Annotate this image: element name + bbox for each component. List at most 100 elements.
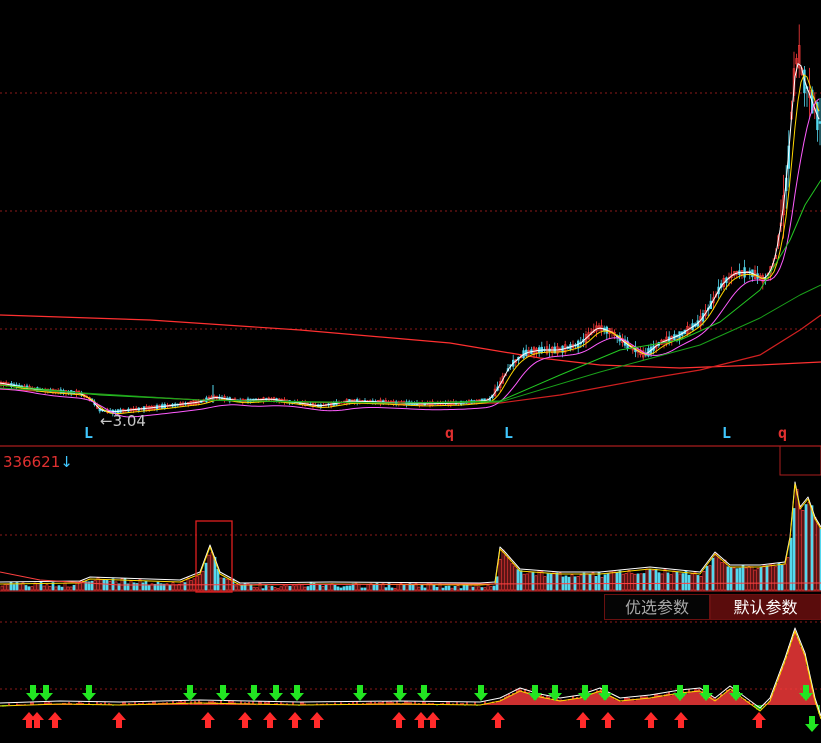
volume-bar — [87, 581, 91, 591]
volume-bar — [360, 587, 364, 591]
volume-bar — [318, 583, 322, 591]
default-params-button[interactable]: 默认参数 — [710, 594, 821, 620]
volume-bar — [0, 585, 4, 591]
volume-bar — [429, 582, 433, 591]
ma-yellow-line — [0, 74, 820, 414]
up-arrow-icon — [238, 712, 252, 728]
volume-bar — [396, 583, 400, 591]
volume-bar — [657, 572, 661, 591]
candle-body — [777, 235, 780, 246]
down-arrow-icon — [548, 685, 562, 701]
down-arrow-icon — [269, 685, 283, 701]
candle-body — [730, 273, 733, 278]
volume-bar — [768, 564, 772, 591]
volume-bar — [114, 581, 118, 591]
volume-bar — [45, 584, 49, 591]
volume-bar — [207, 554, 211, 591]
low-price-marker: ←3.04 — [100, 412, 146, 430]
ma-green-line — [0, 284, 821, 404]
volume-bar — [39, 581, 43, 591]
volume-bar — [750, 566, 754, 591]
volume-bar — [51, 582, 55, 591]
volume-bar — [624, 573, 628, 591]
volume-bar — [255, 587, 259, 591]
volume-bar — [258, 583, 262, 591]
volume-bar — [294, 585, 298, 591]
volume-bar — [681, 573, 685, 591]
down-arrow-icon — [699, 685, 713, 701]
volume-bar — [528, 571, 532, 591]
volume-bar — [618, 570, 622, 591]
candle-body — [592, 329, 596, 333]
volume-bar — [21, 582, 25, 591]
volume-bar — [342, 586, 346, 591]
candle-body — [589, 331, 593, 336]
volume-bar — [243, 582, 247, 591]
volume-bar — [786, 557, 790, 591]
volume-bar — [324, 584, 328, 591]
volume-bar — [279, 586, 283, 591]
volume-bar — [534, 575, 538, 591]
up-arrow-icon — [576, 712, 590, 728]
volume-bar — [669, 574, 673, 591]
volume-bar — [636, 573, 640, 591]
volume-bar — [489, 586, 493, 591]
volume-bar — [771, 563, 775, 591]
volume-bar — [579, 574, 583, 591]
volume-bar — [735, 568, 739, 591]
volume-bar — [678, 573, 682, 591]
volume-bar — [93, 580, 97, 591]
volume-bar — [687, 574, 691, 591]
highlight-box — [195, 520, 233, 593]
volume-bar — [186, 577, 190, 591]
volume-bar — [639, 573, 643, 591]
volume-bar — [321, 586, 325, 591]
volume-bar — [744, 567, 748, 591]
volume-bar — [612, 570, 616, 591]
volume-bar — [732, 567, 736, 591]
volume-bar — [666, 572, 670, 591]
volume-bar — [570, 574, 574, 591]
volume-bar — [456, 585, 460, 591]
volume-bar — [597, 572, 601, 591]
volume-bar — [339, 587, 343, 591]
volume-bar — [789, 537, 793, 591]
volume-bar — [12, 584, 16, 591]
volume-bar — [690, 573, 694, 591]
grid-lines — [0, 92, 821, 690]
volume-bar — [777, 562, 781, 591]
up-arrow-icon — [112, 712, 126, 728]
volume-bar — [633, 573, 637, 591]
up-arrow-icon — [426, 712, 440, 728]
down-arrow-icon — [805, 716, 819, 732]
signal-label: q — [778, 424, 788, 442]
candle-body — [597, 325, 601, 330]
volume-bar — [387, 582, 391, 591]
volume-value-readout: 336621↓ — [3, 453, 73, 471]
volume-bar — [672, 570, 676, 591]
volume-bar — [780, 564, 784, 591]
candle-body — [704, 310, 707, 317]
volume-bar — [651, 569, 655, 591]
volume-bar — [507, 556, 511, 591]
volume-bar — [126, 583, 130, 591]
volume-bar — [588, 573, 592, 591]
volume-bar — [810, 505, 814, 591]
volume-bar — [726, 566, 730, 591]
volume-bar — [276, 588, 280, 591]
volume-bar — [753, 569, 757, 591]
volume-bar — [486, 584, 490, 591]
up-arrow-icon — [48, 712, 62, 728]
optimized-params-button[interactable]: 优选参数 — [604, 594, 710, 620]
volume-bar — [378, 584, 382, 591]
ma-long-red-line — [0, 314, 821, 369]
volume-bar — [309, 581, 313, 591]
volume-bar — [807, 502, 811, 591]
volume-bar — [738, 567, 742, 591]
volume-bars — [0, 481, 821, 591]
volume-bar — [675, 571, 679, 591]
volume-bar — [627, 570, 631, 591]
volume-bar — [135, 583, 139, 591]
volume-value: 336621 — [3, 453, 61, 471]
candle-body — [782, 195, 785, 216]
